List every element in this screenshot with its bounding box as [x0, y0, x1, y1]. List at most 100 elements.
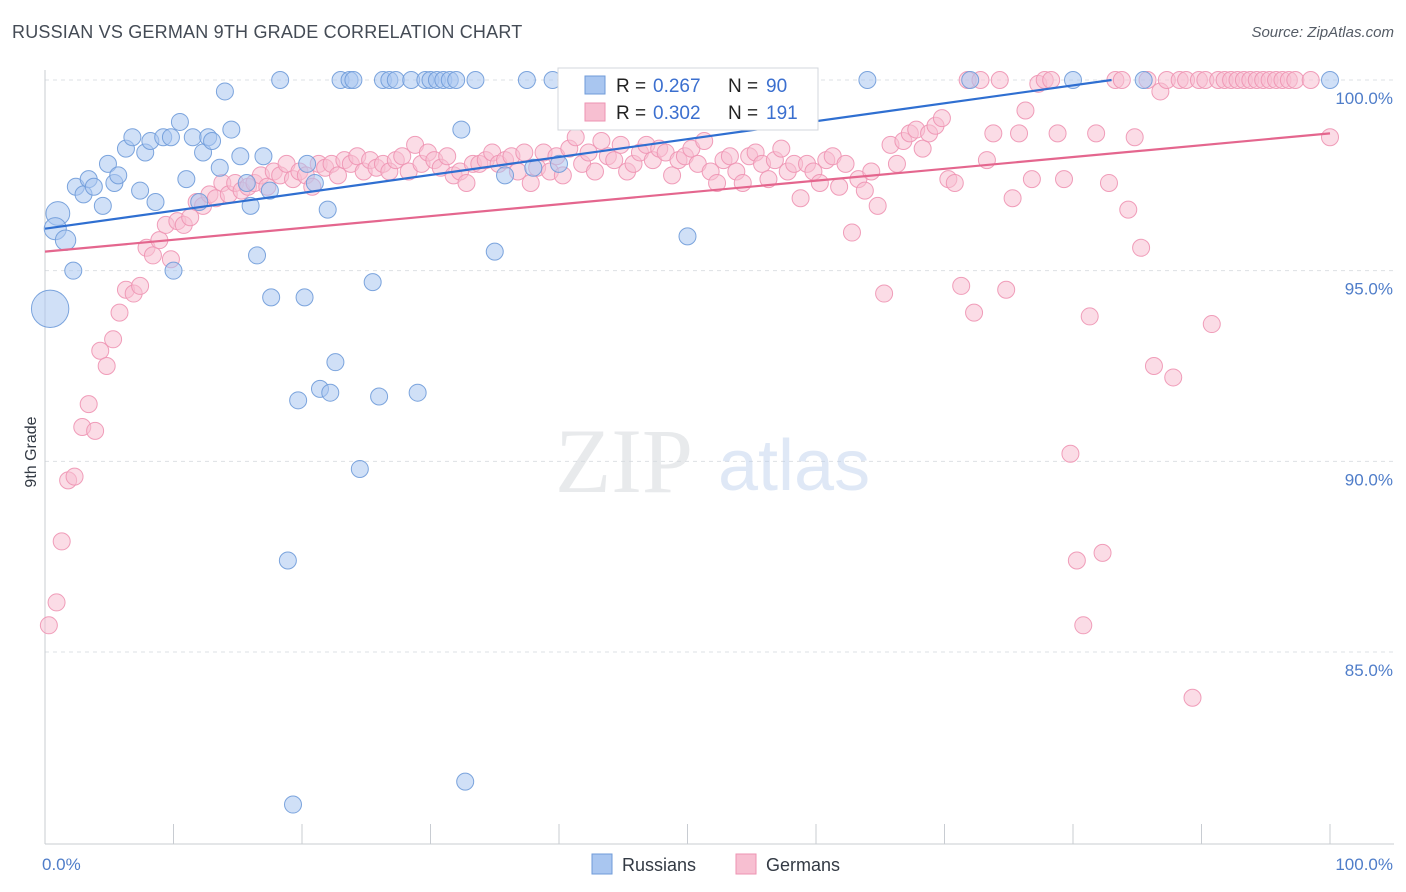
russians-point [496, 166, 515, 185]
germans-point [663, 166, 682, 185]
germans-point [1144, 357, 1163, 375]
germans-point [1321, 128, 1339, 147]
stats-legend-r-label-germans: R = [616, 103, 646, 124]
germans-point [997, 280, 1016, 299]
germans-point [1087, 124, 1106, 143]
russians-point [222, 120, 241, 139]
watermark-zip: ZIP [555, 410, 693, 512]
germans-point [1067, 551, 1086, 570]
germans-point [1202, 315, 1221, 334]
germans-point [1286, 71, 1305, 89]
russians-point [678, 227, 697, 246]
stats-legend-n-label-russians: N = [728, 76, 758, 97]
russians-point [363, 273, 382, 292]
russians-point [295, 288, 314, 307]
stats-legend-n-value-russians: 90 [766, 76, 787, 97]
y-tick-label: 100.0% [1335, 89, 1393, 108]
russians-point [326, 353, 345, 372]
germans-point [836, 154, 855, 173]
russians-point [1134, 71, 1153, 89]
russians-point [321, 383, 340, 402]
russians-point [54, 229, 77, 251]
germans-point [91, 341, 110, 360]
y-tick-label: 85.0% [1345, 661, 1393, 680]
germans-point [143, 246, 162, 265]
germans-point [759, 170, 778, 189]
germans-point [984, 124, 1003, 143]
germans-point [47, 593, 66, 612]
germans-trendline [44, 132, 1331, 253]
germans-point [1010, 124, 1029, 143]
germans-point [104, 330, 123, 349]
source-credit: Source: ZipAtlas.com [1251, 24, 1394, 41]
russians-point [131, 181, 150, 200]
russians-point [164, 261, 183, 280]
russians-point [203, 132, 222, 151]
germans-point [1119, 200, 1138, 219]
russians-point [123, 128, 142, 147]
stats-legend-r-value-germans: 0.302 [653, 103, 701, 124]
russians-point [30, 289, 70, 328]
russians-point [64, 261, 83, 280]
russians-point [858, 71, 877, 89]
stats-legend-n-label-germans: N = [728, 103, 758, 124]
germans-point [810, 173, 829, 192]
germans-point [566, 128, 585, 147]
y-tick-labels: 100.0% 95.0% 90.0% 85.0% [1335, 89, 1393, 680]
germans-point [39, 616, 58, 635]
germans-point [592, 132, 611, 151]
russians-point [344, 71, 363, 89]
russians-point [278, 551, 297, 570]
germans-point [990, 71, 1009, 89]
germans-point [605, 151, 624, 170]
russians-point [170, 112, 189, 131]
russians-point [370, 387, 389, 406]
germans-point [65, 467, 84, 486]
russians-point [485, 242, 504, 261]
germans-point [1093, 543, 1112, 562]
germans-point [862, 162, 881, 181]
legend-swatch-germans[interactable] [735, 853, 757, 875]
stats-legend-n-value-germans: 191 [766, 103, 798, 124]
germans-points [39, 71, 1339, 707]
germans-point [131, 276, 150, 295]
legend-label-russians[interactable]: Russians [622, 855, 696, 875]
germans-point [52, 532, 71, 551]
russians-point [386, 71, 405, 89]
russians-point [183, 128, 202, 147]
germans-point [1055, 170, 1074, 189]
russians-point [254, 147, 273, 166]
germans-point [855, 181, 874, 200]
germans-point [1183, 688, 1202, 707]
germans-point [830, 177, 849, 196]
russians-point [305, 173, 324, 192]
germans-point [1080, 307, 1099, 326]
germans-point [79, 395, 98, 414]
russians-point [447, 71, 466, 89]
russians-point [271, 71, 290, 89]
germans-point [1125, 128, 1144, 147]
russians-point [161, 128, 180, 147]
germans-point [97, 357, 116, 375]
trendlines [44, 78, 1331, 253]
russians-point [146, 193, 165, 212]
x-tick-label: 0.0% [42, 855, 81, 874]
legend-swatch-russians[interactable] [591, 853, 613, 875]
russians-trendline [44, 78, 1112, 230]
russians-point [260, 181, 279, 200]
russians-point [289, 391, 308, 410]
russians-point [231, 147, 250, 166]
germans-point [1164, 368, 1183, 387]
germans-point [791, 189, 810, 208]
y-tick-label: 90.0% [1345, 470, 1393, 489]
russians-point [215, 82, 234, 101]
legend-label-germans[interactable]: Germans [766, 855, 840, 875]
russians-point [524, 158, 543, 177]
germans-point [585, 162, 604, 181]
watermark-atlas: atlas [718, 426, 870, 506]
germans-point [1061, 444, 1080, 463]
russians-point [517, 71, 536, 89]
germans-point [1022, 170, 1041, 189]
russians-point [456, 772, 475, 791]
russians-point [98, 154, 117, 173]
